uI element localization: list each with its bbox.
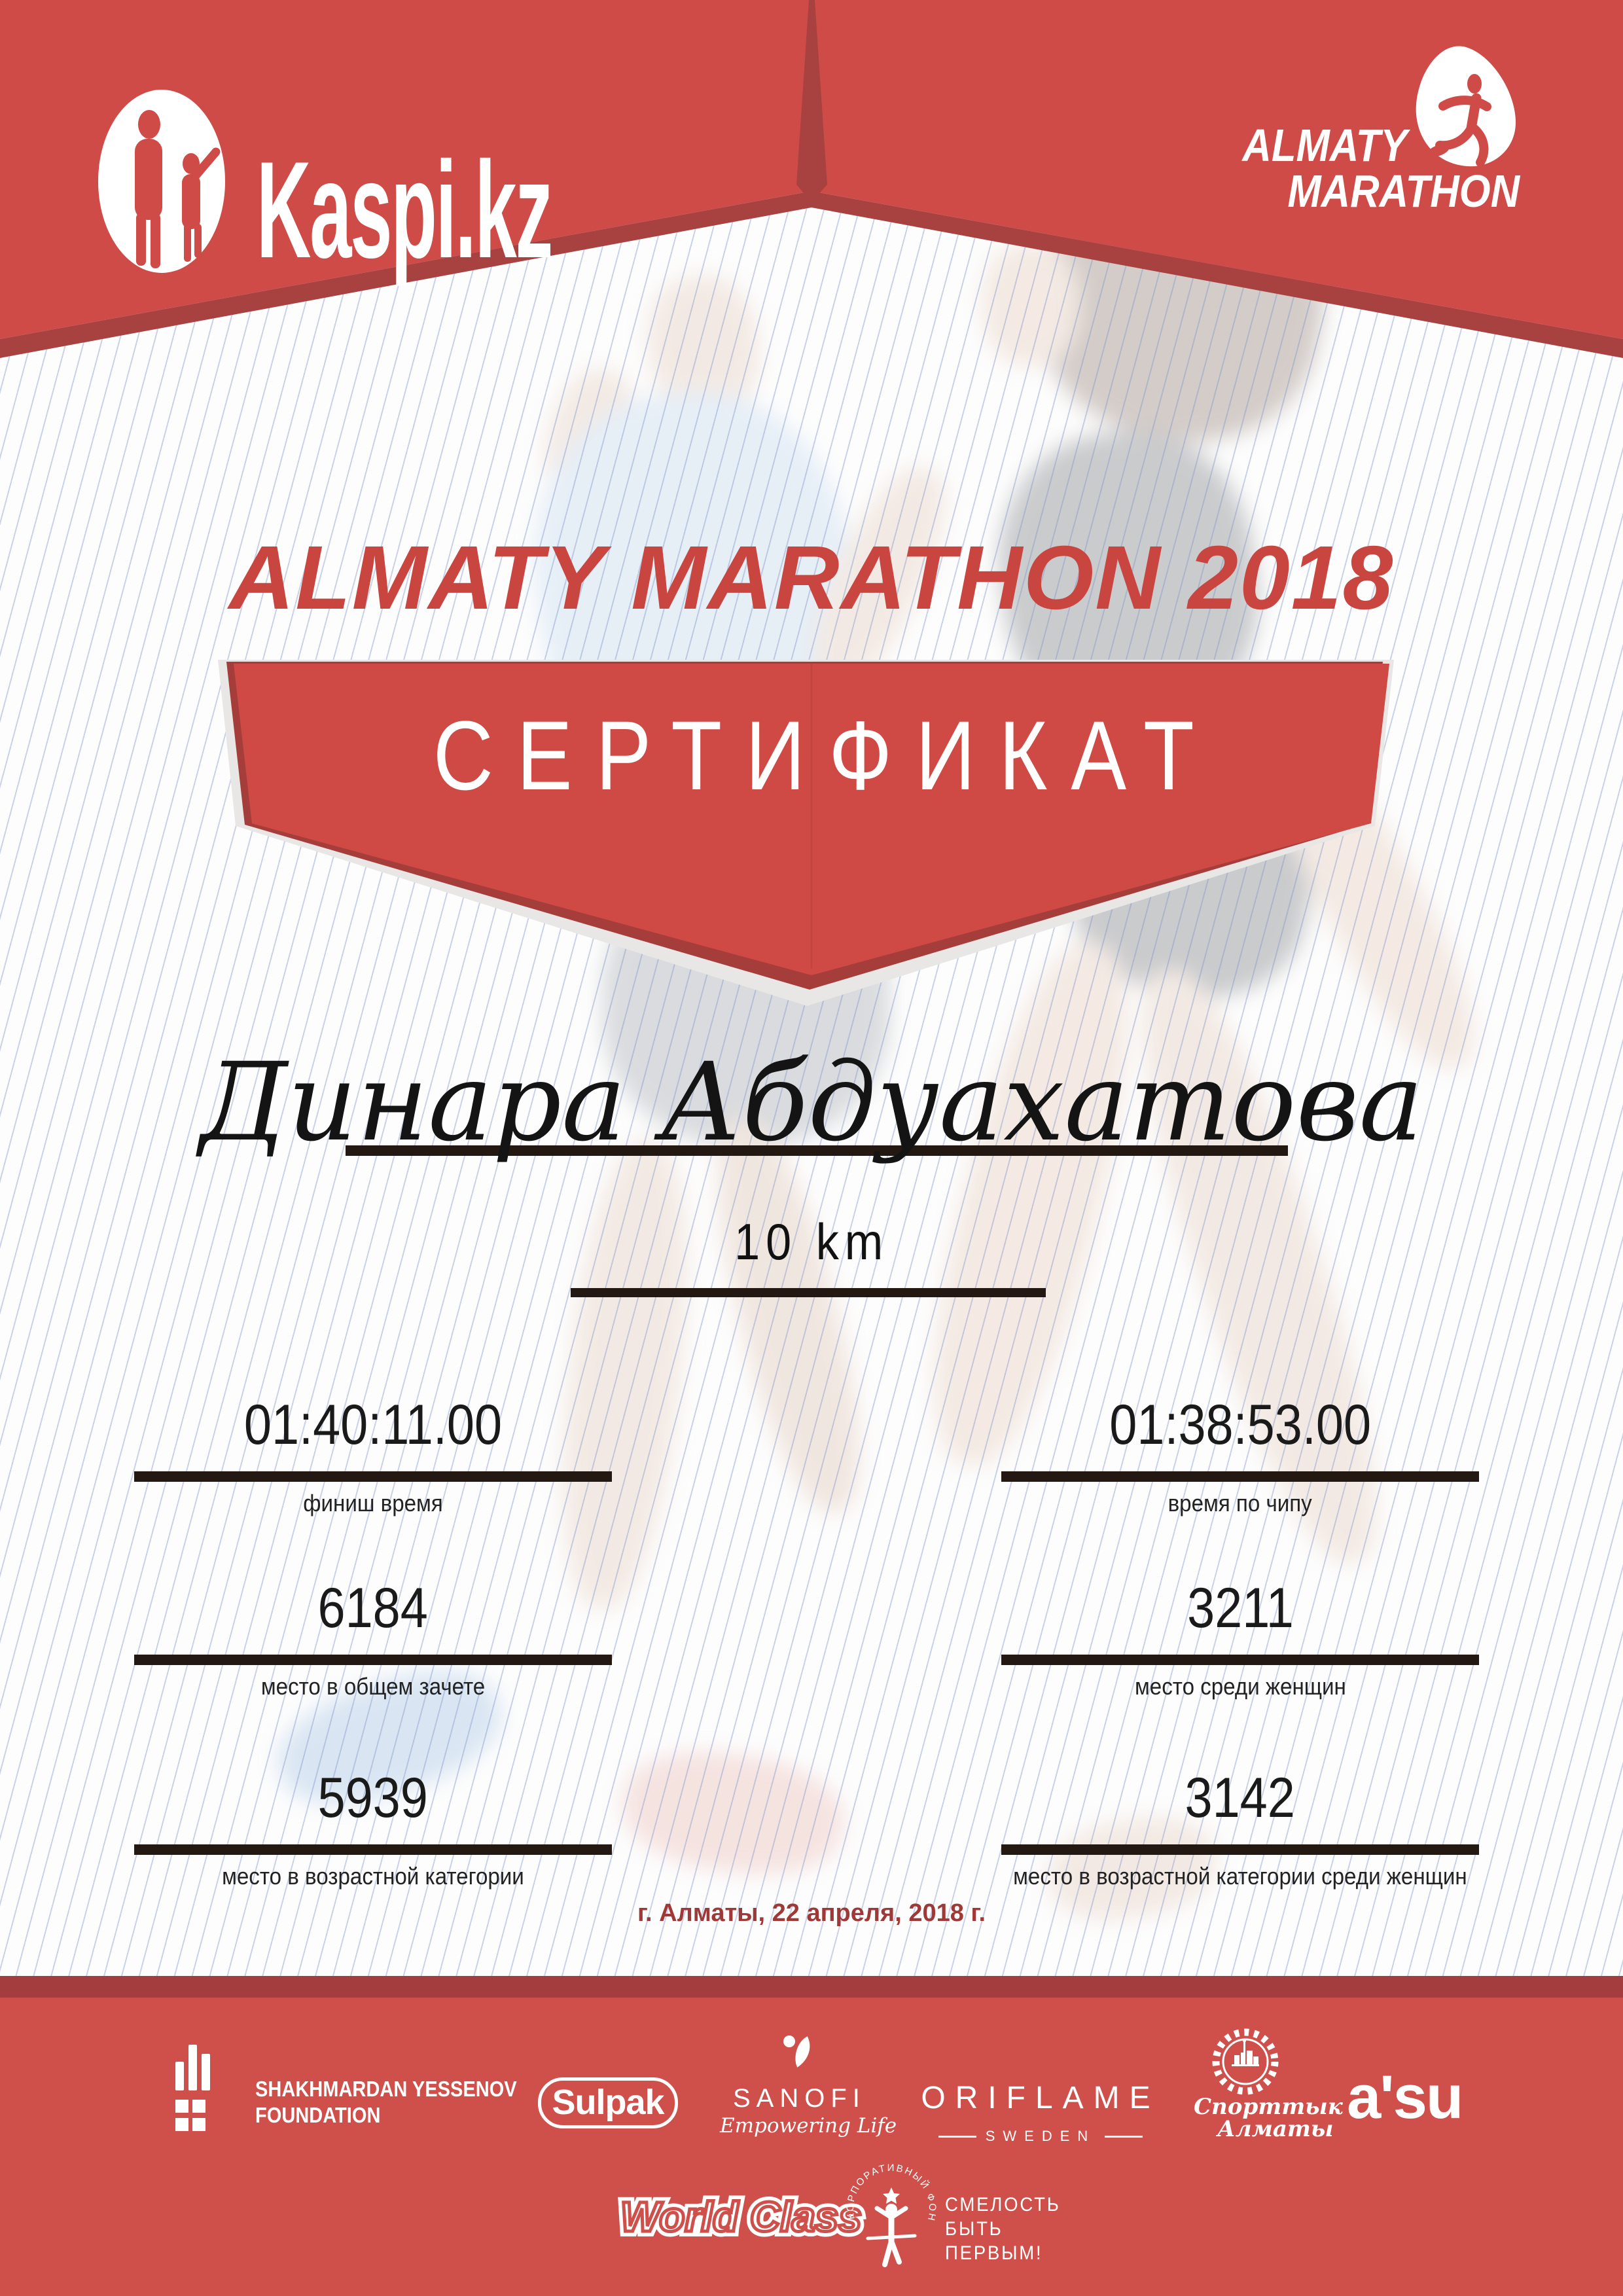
almaty-marathon-icon: [1416, 46, 1516, 167]
distance-underline: [571, 1288, 1046, 1297]
oriflame-country: SWEDEN: [985, 2128, 1096, 2144]
stat-value: 01:40:11.00: [243, 1393, 503, 1456]
banner-red-face: [234, 664, 1389, 975]
header-ribbon: [0, 0, 1623, 358]
fund-slogan: СМЕЛОСТЬ БЫТЬ ПЕРВЫМ!: [945, 2193, 1061, 2265]
world-class-logo: World Class World Class: [615, 2188, 867, 2253]
stat-underline: [1001, 1655, 1479, 1665]
stat-value: 3211: [1186, 1577, 1294, 1640]
stat-underline: [134, 1471, 612, 1482]
stat-underline: [1001, 1471, 1479, 1482]
oriflame-logo-text: ORIFLAME: [921, 2081, 1160, 2115]
stat-age-place: 5939 место в возрастной категории: [111, 1766, 635, 1890]
stat-label: финиш время: [303, 1490, 443, 1516]
footer-sponsor-band: [0, 1998, 1623, 2296]
world-class-text: World Class: [619, 2192, 864, 2242]
stat-underline: [134, 1655, 612, 1665]
stat-label: место среди женщин: [1134, 1673, 1346, 1700]
header-center-seam: [796, 0, 827, 202]
stat-label: место в общем зачете: [260, 1673, 486, 1700]
sulpak-logo: Sulpak: [538, 2077, 678, 2128]
stat-underline: [134, 1844, 612, 1855]
distance-value: 10 km: [734, 1213, 889, 1270]
name-underline: [346, 1145, 1288, 1156]
runner-finish-icon: [866, 2204, 917, 2267]
sanofi-bird-icon: [783, 2036, 810, 2068]
stat-value: 3142: [1185, 1767, 1296, 1829]
stat-chip-time: 01:38:53.00 время по чипу: [978, 1393, 1502, 1516]
asu-logo: a'su: [1347, 2062, 1463, 2131]
stat-label: место в возрастной категории среди женщи…: [1013, 1863, 1467, 1890]
certificate-banner: [218, 660, 1394, 1006]
banner-title: СЕРТИФИКАТ: [433, 700, 1218, 810]
kaspi-logo-text: Kaspi.kz: [257, 133, 553, 287]
recipient-name: Динара Абдуахатова: [200, 1039, 1423, 1165]
stat-age-women-place: 3142 место в возрастной категории среди …: [978, 1766, 1502, 1890]
star-icon: [883, 2187, 900, 2204]
sport-almaty-line2: Алматы: [1217, 2116, 1334, 2142]
photo-shape: [982, 242, 1080, 367]
stat-value: 5939: [317, 1767, 429, 1829]
fund-slogan-line2: БЫТЬ: [945, 2218, 1003, 2240]
yessenov-line2: FOUNDATION: [255, 2103, 381, 2127]
stat-women-place: 3211 место среди женщин: [978, 1576, 1502, 1700]
fund-slogan-line3: ПЕРВЫМ!: [945, 2242, 1043, 2264]
rule-line: [1105, 2135, 1143, 2138]
sanofi-tagline: Empowering Life: [720, 2114, 897, 2138]
sport-almaty-logo-text: Спорттык Алматы: [1194, 2094, 1343, 2142]
oriflame-sweden-row: SWEDEN: [916, 2128, 1165, 2145]
yessenov-foundation-logo: SHAKHMARDAN YESSENOV FOUNDATION: [255, 2076, 517, 2128]
date-location: г. Алматы, 22 апреля, 2018 г.: [637, 1899, 986, 1927]
footer-maroon-strip: [0, 1976, 1623, 1998]
fund-slogan-line1: СМЕЛОСТЬ: [945, 2194, 1061, 2215]
sport-almaty-emblem: [1212, 2028, 1279, 2095]
corporate-fund-logo: КОРПОРАТИВНЫЙ ФОНД: [839, 2155, 936, 2267]
almaty-marathon-logo-line1: ALMATY: [1241, 120, 1407, 171]
kaspi-icon: [98, 90, 225, 273]
yessenov-line1: SHAKHMARDAN YESSENOV: [255, 2077, 517, 2101]
world-class-outline: World Class: [615, 2188, 867, 2246]
almaty-marathon-logo-line2: MARATHON: [1287, 166, 1520, 217]
stat-underline: [1001, 1844, 1479, 1855]
yessenov-foundation-icon: [175, 2045, 210, 2131]
stat-label: время по чипу: [1168, 1490, 1313, 1516]
stat-label: место в возрастной категории: [222, 1863, 524, 1890]
sulpak-logo-text: Sulpak: [552, 2083, 664, 2122]
sport-almaty-line1: Спорттык: [1194, 2094, 1343, 2120]
stat-finish-time: 01:40:11.00 финиш время: [111, 1393, 635, 1516]
event-title: ALMATY MARATHON 2018: [228, 528, 1395, 628]
stat-overall-place: 6184 место в общем зачете: [111, 1576, 635, 1700]
stat-value: 01:38:53.00: [1109, 1393, 1371, 1456]
sanofi-logo-text: SANOFI: [733, 2084, 866, 2113]
rule-line: [938, 2135, 976, 2138]
oriflame-logo: ORIFLAME SWEDEN: [916, 2080, 1165, 2145]
stat-value: 6184: [317, 1577, 429, 1640]
